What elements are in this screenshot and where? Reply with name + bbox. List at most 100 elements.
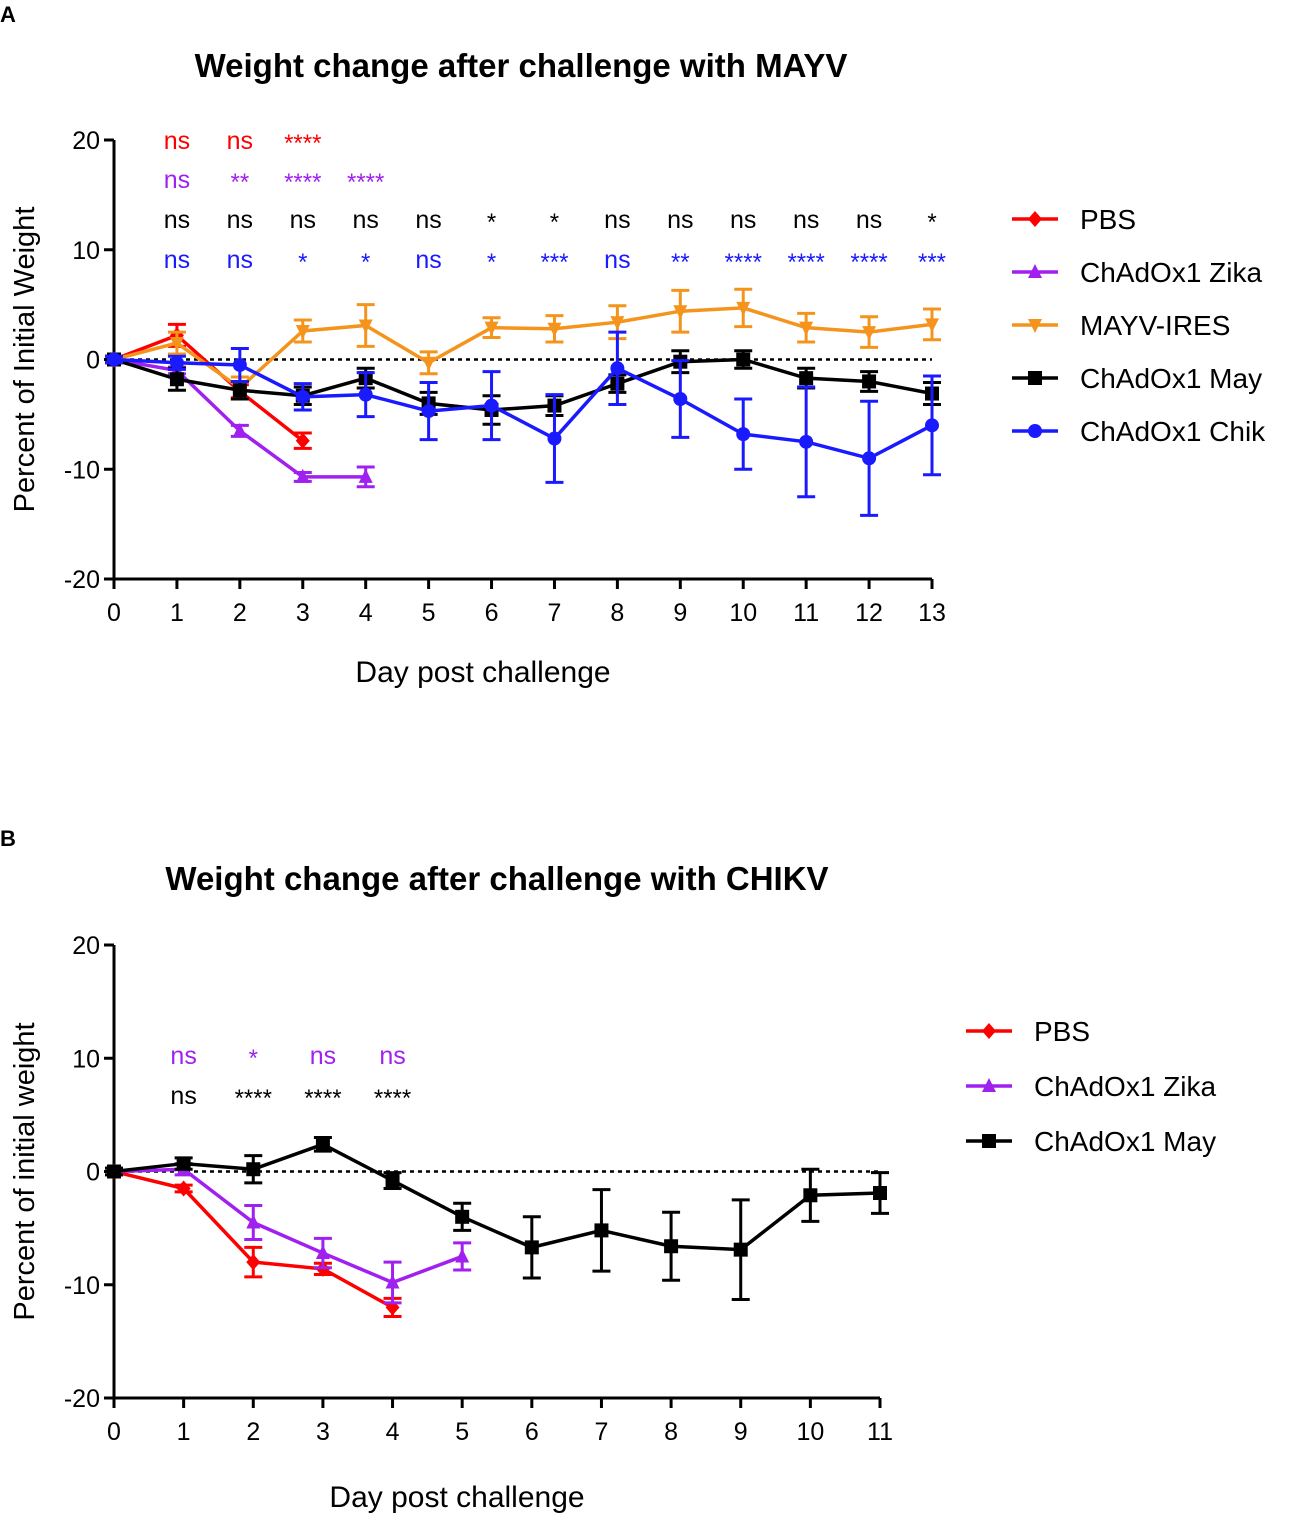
significance-label: ****: [787, 249, 824, 276]
x-tick-label: 8: [664, 1418, 678, 1446]
legend: PBS ChAdOx1 Zika MAYV-IRES ChAdOx1 May ChAdO…: [1012, 204, 1266, 447]
significance-label: ns: [379, 1042, 405, 1070]
x-tick-label: 3: [316, 1418, 330, 1446]
significance-label: ****: [235, 1085, 272, 1112]
significance-label: ns: [170, 1082, 196, 1110]
x-tick-label: 4: [386, 1418, 400, 1446]
data-point: [799, 371, 814, 386]
significance-label: ns: [290, 206, 316, 234]
significance-label: *: [361, 249, 370, 276]
x-tick-label: 13: [918, 599, 946, 627]
x-tick-label: 9: [673, 599, 687, 627]
data-point: [736, 427, 751, 442]
data-point: [547, 322, 562, 337]
x-tick-label: 0: [107, 599, 121, 627]
y-tick-label: 0: [86, 1159, 100, 1187]
significance-label: **: [231, 169, 250, 196]
data-point: [385, 1274, 400, 1289]
y-tick-label: 20: [72, 932, 100, 960]
legend-marker: [982, 1023, 996, 1039]
series-Chik: [105, 330, 941, 517]
legend-label: ChAdOx1 May: [1034, 1126, 1216, 1157]
data-point: [594, 1223, 609, 1238]
data-point: [610, 316, 625, 331]
y-tick-label: 20: [72, 127, 100, 155]
significance-label: ****: [347, 169, 384, 196]
x-tick-label: 11: [867, 1418, 893, 1446]
significance-label: ns: [415, 246, 441, 274]
significance-label: ns: [793, 206, 819, 234]
legend-marker: [1028, 264, 1042, 278]
data-point: [862, 326, 877, 341]
series-MAYV-IRES: [105, 287, 941, 401]
significance-label: ****: [725, 249, 762, 276]
x-tick-label: 11: [793, 599, 819, 627]
significance-label: *: [298, 249, 307, 276]
legend-label: ChAdOx1 Chik: [1080, 416, 1266, 447]
panel-label: A: [0, 2, 16, 27]
data-point: [169, 372, 184, 387]
legend-label: MAYV-IRES: [1080, 310, 1230, 341]
significance-label: ****: [304, 1085, 341, 1112]
legend-label: ChAdOx1 Zika: [1080, 257, 1262, 288]
data-point: [484, 398, 499, 413]
x-tick-label: 10: [796, 1418, 824, 1446]
y-tick-label: 10: [72, 237, 100, 265]
data-point: [673, 305, 688, 320]
significance-label: ns: [667, 206, 693, 234]
y-tick-label: -20: [64, 1385, 100, 1413]
data-point: [358, 387, 373, 402]
significance-label: *: [487, 249, 496, 276]
x-tick-label: 0: [107, 1418, 121, 1446]
x-tick-label: 10: [729, 599, 757, 627]
significance-label: ***: [918, 249, 946, 276]
y-tick-label: 0: [86, 347, 100, 375]
significance-label: ****: [284, 169, 321, 196]
data-point: [232, 383, 247, 398]
data-point: [385, 1173, 400, 1188]
x-tick-label: 9: [734, 1418, 748, 1446]
data-point: [421, 404, 436, 419]
legend-label: ChAdOx1 May: [1080, 363, 1262, 394]
x-axis-label: Day post challenge: [355, 656, 610, 689]
data-point: [862, 451, 877, 466]
x-axis-label: Day post challenge: [329, 1481, 584, 1514]
data-point: [107, 1164, 121, 1179]
data-point: [524, 1240, 539, 1255]
series-May: [105, 1136, 889, 1301]
data-point: [295, 468, 310, 483]
legend-marker: [1028, 319, 1042, 333]
significance-label: ns: [415, 206, 441, 234]
legend-marker: [982, 1078, 996, 1092]
chart-title: Weight change after challenge with CHIKV: [165, 860, 828, 897]
legend-marker: [1028, 211, 1042, 227]
series-line: [113, 1167, 463, 1285]
significance-label: **: [671, 249, 690, 276]
significance-label: ns: [856, 206, 882, 234]
legend: PBS ChAdOx1 Zika ChAdOx1 May: [966, 1016, 1216, 1157]
significance-label: ns: [164, 206, 190, 234]
chart-title: Weight change after challenge with MAYV: [195, 47, 848, 84]
y-tick-label: -10: [64, 1272, 100, 1300]
y-axis-label: Percent of Initial Weight: [9, 207, 41, 513]
significance-label: *: [927, 209, 936, 236]
significance-label: *: [487, 209, 496, 236]
series-May: [105, 349, 941, 426]
x-tick-label: 4: [359, 599, 373, 627]
data-point: [736, 301, 751, 316]
data-point: [176, 1156, 191, 1171]
significance-label: ns: [170, 1042, 196, 1070]
data-point: [455, 1248, 470, 1263]
data-point: [358, 468, 373, 483]
data-point: [246, 1214, 261, 1229]
data-point: [107, 352, 121, 367]
series-line: [113, 306, 933, 391]
data-point: [176, 1180, 191, 1197]
data-point: [664, 1239, 679, 1254]
x-tick-label: 2: [246, 1418, 260, 1446]
legend-marker: [982, 1134, 996, 1148]
x-tick-label: 5: [422, 599, 436, 627]
significance-label: *: [249, 1045, 258, 1072]
data-point: [862, 374, 877, 389]
